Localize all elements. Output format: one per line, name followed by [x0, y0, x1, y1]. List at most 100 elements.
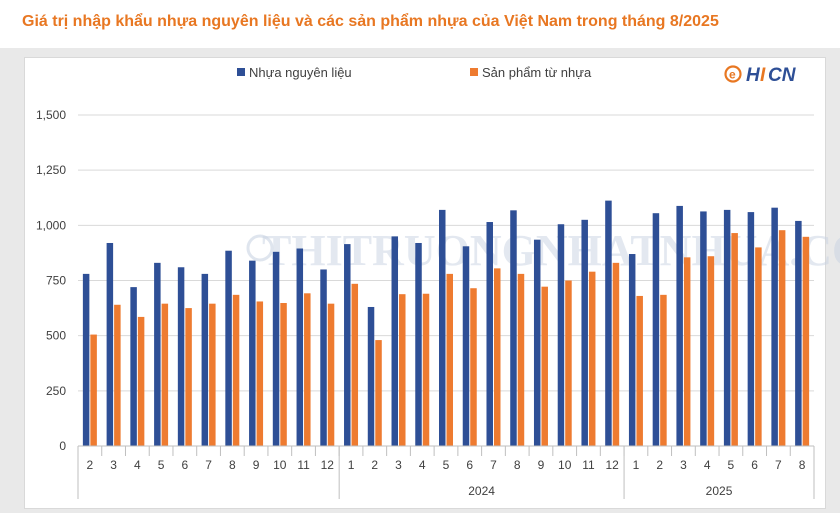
bar-nhua-nguyen-lieu [557, 224, 565, 446]
x-tick-label: 3 [680, 458, 687, 472]
bar-san-pham-tu-nhua [493, 268, 501, 446]
bar-san-pham-tu-nhua [446, 273, 453, 446]
bar-nhua-nguyen-lieu [771, 207, 778, 446]
bar-nhua-nguyen-lieu [130, 287, 137, 446]
bar-nhua-nguyen-lieu [676, 205, 683, 446]
bar-san-pham-tu-nhua [137, 316, 145, 446]
watermark-text: THITRUONGNHATNHUA.COM [262, 226, 840, 275]
legend-label: Sản phẩm từ nhựa [482, 65, 592, 80]
y-tick-label: 1,000 [36, 218, 66, 232]
bar-san-pham-tu-nhua [280, 303, 287, 446]
bar-nhua-nguyen-lieu [344, 244, 351, 446]
bar-san-pham-tu-nhua [636, 295, 643, 446]
bar-nhua-nguyen-lieu [581, 219, 588, 446]
logo-letter-i: I [760, 65, 766, 84]
bar-nhua-nguyen-lieu [510, 210, 517, 446]
x-tick-label: 6 [181, 458, 188, 472]
bar-nhua-nguyen-lieu [795, 220, 802, 446]
x-tick-label: 5 [443, 458, 450, 472]
bar-nhua-nguyen-lieu [154, 262, 161, 446]
bar-san-pham-tu-nhua [755, 247, 762, 446]
bar-san-pham-tu-nhua [778, 230, 786, 446]
logo-letters-cn: CN [768, 65, 797, 84]
x-tick-label: 7 [205, 458, 212, 472]
logo-letter-h: H [746, 65, 761, 84]
bar-san-pham-tu-nhua [683, 257, 691, 446]
bar-nhua-nguyen-lieu [367, 306, 375, 446]
bar-san-pham-tu-nhua [399, 294, 406, 446]
bar-san-pham-tu-nhua [541, 286, 548, 446]
x-tick-label: 3 [395, 458, 402, 472]
bar-san-pham-tu-nhua [90, 334, 97, 446]
group-label: 2025 [706, 484, 733, 498]
x-tick-label: 8 [229, 458, 236, 472]
y-tick-label: 500 [46, 329, 66, 343]
bar-nhua-nguyen-lieu [628, 254, 636, 446]
x-tick-label: 4 [134, 458, 141, 472]
x-tick-label: 5 [728, 458, 735, 472]
gridlines [78, 114, 814, 392]
hicn-logo-mark: e H I CN [724, 65, 797, 86]
bar-san-pham-tu-nhua [588, 271, 596, 446]
group-label: 2024 [468, 484, 495, 498]
bar-san-pham-tu-nhua [802, 236, 810, 446]
title-band [0, 0, 840, 48]
bar-san-pham-tu-nhua [256, 301, 264, 446]
bar-san-pham-tu-nhua [731, 233, 738, 446]
x-tick-label: 11 [582, 458, 595, 472]
bar-san-pham-tu-nhua [470, 288, 477, 446]
logo-mark-letter: e [729, 68, 736, 82]
bar-nhua-nguyen-lieu [462, 246, 470, 446]
x-tick-label: 8 [514, 458, 521, 472]
bars [82, 200, 810, 446]
x-tick-label: 10 [273, 458, 287, 472]
bar-nhua-nguyen-lieu [605, 200, 612, 446]
bar-san-pham-tu-nhua [517, 273, 525, 446]
x-tick-label: 12 [606, 458, 620, 472]
bar-nhua-nguyen-lieu [106, 242, 114, 446]
x-tick-label: 2 [656, 458, 663, 472]
y-tick-label: 750 [46, 274, 66, 288]
x-tick-label: 7 [775, 458, 782, 472]
bar-nhua-nguyen-lieu [225, 250, 232, 446]
x-tick-label: 1 [633, 458, 640, 472]
bar-san-pham-tu-nhua [161, 303, 169, 446]
bar-nhua-nguyen-lieu [320, 269, 327, 446]
x-tick-label: 10 [558, 458, 572, 472]
bar-san-pham-tu-nhua [351, 283, 359, 446]
bar-nhua-nguyen-lieu [439, 209, 446, 446]
bar-nhua-nguyen-lieu [723, 209, 731, 446]
y-tick-label: 1,250 [36, 163, 66, 177]
bar-san-pham-tu-nhua [327, 303, 335, 446]
legend-swatch [470, 68, 478, 76]
bar-nhua-nguyen-lieu [486, 222, 493, 446]
bar-san-pham-tu-nhua [209, 303, 216, 446]
bar-nhua-nguyen-lieu [700, 211, 707, 446]
y-tick-label: 0 [59, 439, 66, 453]
bar-san-pham-tu-nhua [375, 340, 382, 446]
bar-nhua-nguyen-lieu [177, 267, 185, 446]
legend-swatch [237, 68, 245, 76]
x-tick-label: 12 [321, 458, 335, 472]
bar-nhua-nguyen-lieu [747, 212, 755, 446]
x-tick-label: 8 [799, 458, 806, 472]
legend-label: Nhựa nguyên liệu [249, 65, 352, 80]
legend: Nhựa nguyên liệu Sản phẩm từ nhựa [237, 65, 592, 80]
x-tick-label: 3 [110, 458, 117, 472]
bar-nhua-nguyen-lieu [415, 242, 422, 446]
bar-san-pham-tu-nhua [707, 256, 715, 446]
hicn-logo: e H I CN [724, 64, 816, 86]
bar-nhua-nguyen-lieu [272, 251, 280, 446]
bar-san-pham-tu-nhua [114, 304, 121, 446]
bar-nhua-nguyen-lieu [391, 236, 399, 446]
bar-nhua-nguyen-lieu [652, 213, 660, 446]
bar-san-pham-tu-nhua [422, 293, 430, 446]
bar-san-pham-tu-nhua [660, 294, 667, 446]
y-tick-label: 250 [46, 384, 66, 398]
x-tick-label: 9 [538, 458, 545, 472]
x-tick-label: 2 [371, 458, 378, 472]
x-tick-label: 4 [704, 458, 711, 472]
x-tick-label: 4 [419, 458, 426, 472]
